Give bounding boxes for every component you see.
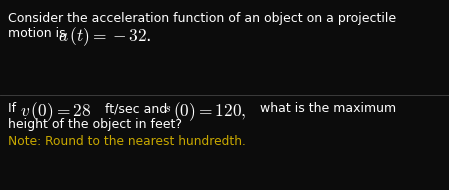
Text: Consider the acceleration function of an object on a projectile: Consider the acceleration function of an… <box>8 12 396 25</box>
Text: If: If <box>8 102 20 115</box>
Text: $v\,(0) = 28$: $v\,(0) = 28$ <box>20 100 91 123</box>
Text: Note: Round to the nearest hundredth.: Note: Round to the nearest hundredth. <box>8 135 246 148</box>
Text: height of the object in feet?: height of the object in feet? <box>8 118 182 131</box>
Text: motion is: motion is <box>8 27 70 40</box>
Text: what is the maximum: what is the maximum <box>256 102 396 115</box>
Text: $s$: $s$ <box>164 102 171 115</box>
Text: ft/sec and: ft/sec and <box>105 102 171 115</box>
Text: $a\,(t) = -32$.: $a\,(t) = -32$. <box>58 25 152 48</box>
Text: $(0) = 120,$: $(0) = 120,$ <box>173 100 247 123</box>
